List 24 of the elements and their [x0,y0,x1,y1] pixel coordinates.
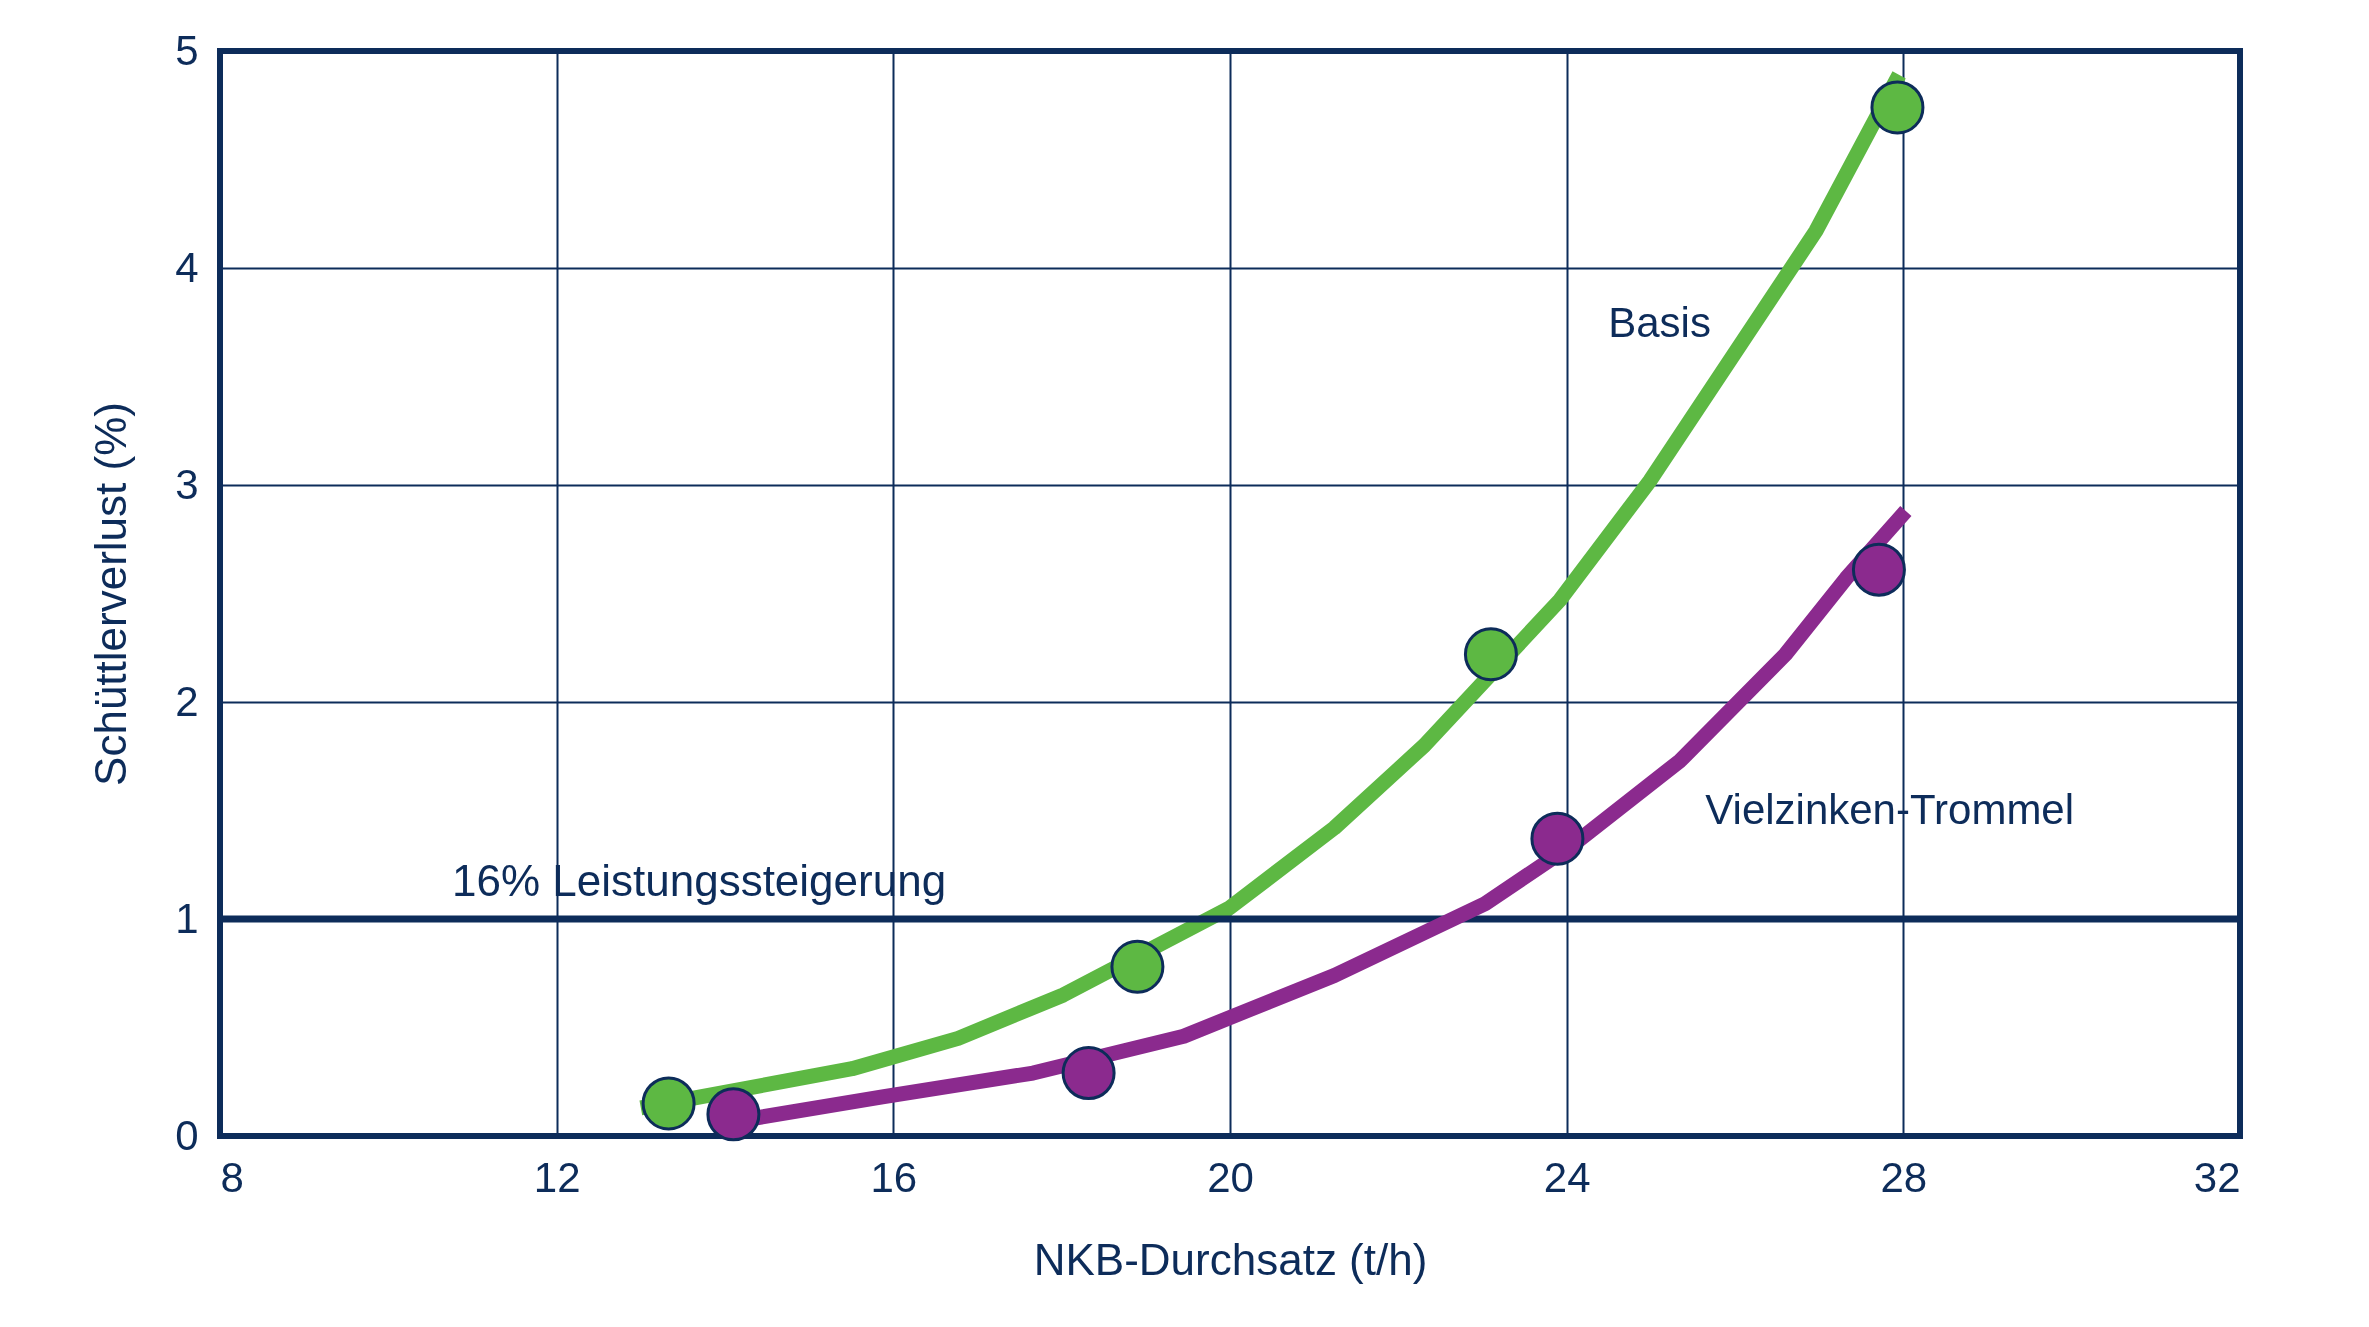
y-tick-label: 5 [175,26,199,74]
point [1530,811,1585,866]
y-axis-title: Schüttlerverlust (%) [86,402,136,786]
point [641,1076,696,1131]
point [1061,1046,1116,1101]
y-tick-label: 1 [175,894,199,942]
point [1110,939,1165,994]
y-tick-label: 0 [175,1111,199,1159]
point [1851,542,1906,597]
y-tick-label: 2 [175,677,199,725]
x-tick-label: 16 [870,1153,918,1201]
y-tick-label: 4 [175,243,199,291]
x-tick-label: 20 [1207,1153,1254,1201]
point [706,1087,761,1142]
x-axis-title: NKB-Durchsatz (t/h) [1033,1234,1428,1284]
x-tick-label: 12 [533,1153,581,1201]
point [1463,627,1518,682]
x-tick-label: 28 [1880,1153,1928,1201]
series-label: Basis [1608,298,1711,346]
point [1870,80,1925,135]
y-tick-label: 3 [175,460,199,508]
x-tick-label: 24 [1543,1153,1591,1201]
x-tick-label: 32 [2193,1153,2241,1201]
x-tick-label: 8 [220,1153,244,1201]
